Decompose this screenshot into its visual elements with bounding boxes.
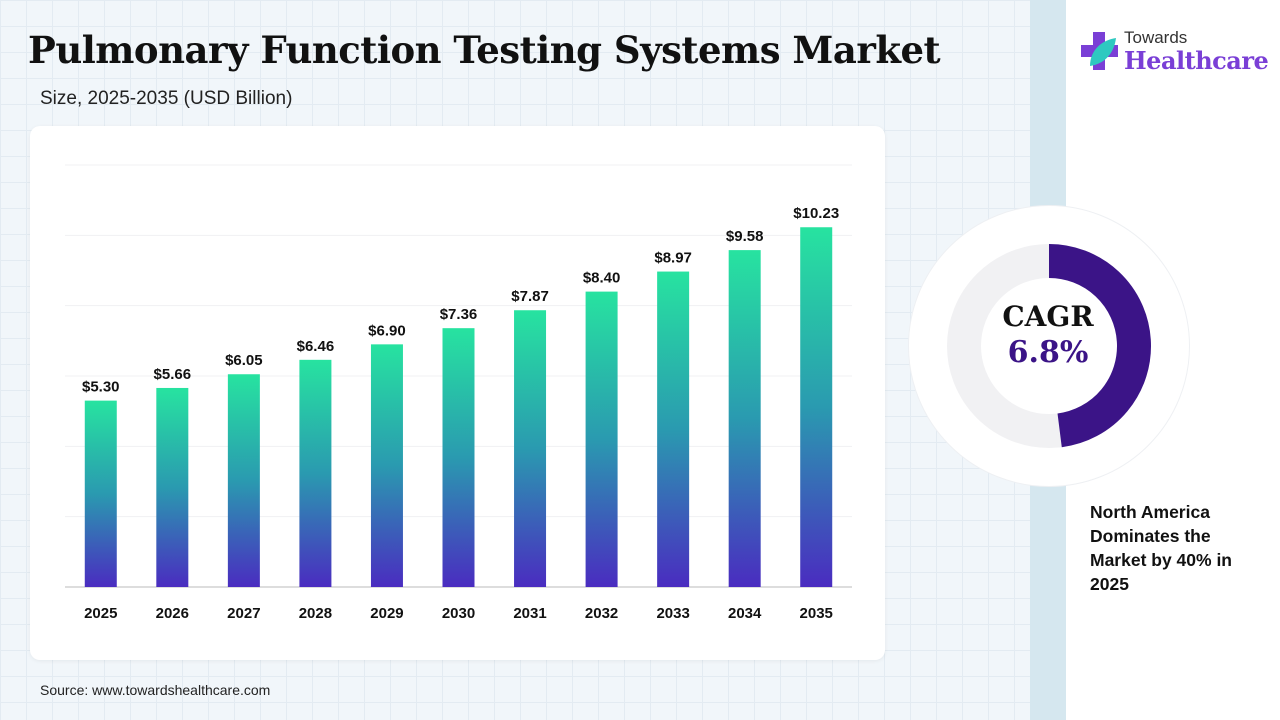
data-label: $6.05 [225, 352, 263, 369]
cagr-donut [947, 244, 1151, 448]
page-title: Pulmonary Function Testing Systems Marke… [28, 28, 941, 72]
bar [800, 227, 833, 587]
source-text: Source: www.towardshealthcare.com [40, 682, 271, 698]
data-label: $5.66 [154, 366, 192, 383]
cagr-label: CAGR [1002, 300, 1094, 333]
bar [585, 291, 618, 587]
bar [299, 359, 332, 587]
data-label: $6.90 [368, 322, 406, 339]
bar [227, 374, 260, 587]
bar [657, 271, 690, 587]
data-label: $6.46 [297, 338, 335, 355]
data-label: $10.23 [793, 205, 839, 222]
logo: Towards Healthcare [1080, 28, 1269, 79]
x-tick-label: 2035 [800, 605, 833, 622]
bar [442, 328, 475, 587]
page-subtitle: Size, 2025-2035 (USD Billion) [40, 88, 293, 109]
x-tick-label: 2033 [656, 605, 689, 622]
x-tick-label: 2028 [299, 605, 332, 622]
data-label: $9.58 [726, 228, 764, 245]
region-note: North America Dominates the Market by 40… [1090, 502, 1232, 594]
bar-chart: $5.30 2025 $5.66 2026 $6.05 2027 $6.46 2028 $6.9… [65, 164, 852, 622]
logo-line2: Healthcare [1124, 46, 1269, 75]
bar [728, 250, 761, 587]
cross-leaf-icon [1081, 32, 1118, 70]
donut-arc [1048, 244, 1151, 448]
x-tick-label: 2032 [585, 605, 618, 622]
x-tick-label: 2027 [227, 605, 260, 622]
data-label: $5.30 [82, 379, 120, 396]
cagr-block: CAGR 6.8% [948, 300, 1148, 370]
data-label: $7.87 [511, 288, 549, 305]
bar [84, 400, 117, 587]
x-tick-label: 2031 [513, 605, 546, 622]
data-label: $7.36 [440, 306, 478, 323]
bar [156, 387, 189, 587]
data-label: $8.97 [654, 250, 692, 267]
x-tick-label: 2025 [84, 605, 117, 622]
x-tick-label: 2026 [156, 605, 189, 622]
x-tick-label: 2029 [370, 605, 403, 622]
logo-line1: Towards [1124, 28, 1188, 47]
cagr-value: 6.8% [1007, 335, 1089, 370]
chart-card: $5.30 2025 $5.66 2026 $6.05 2027 $6.46 2028 $6.9… [30, 126, 885, 660]
x-tick-label: 2034 [728, 605, 762, 622]
bar [370, 344, 403, 587]
data-label: $8.40 [583, 270, 621, 287]
bar [514, 310, 547, 587]
x-tick-label: 2030 [442, 605, 475, 622]
